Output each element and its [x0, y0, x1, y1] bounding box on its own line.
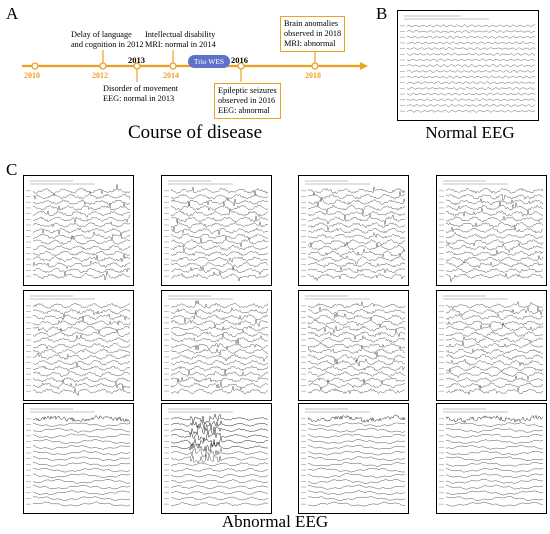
- abnormal-eeg-panel-3: [298, 175, 409, 286]
- abnormal-eeg-panel-10: [161, 403, 272, 514]
- year-label-2018: 2018: [305, 71, 321, 80]
- panel-label-b: B: [376, 4, 388, 23]
- abnormal-eeg-panel-4: [436, 175, 547, 286]
- year-label-2016: 2016: [231, 55, 248, 65]
- abnormal-eeg-panel-12: [436, 403, 547, 514]
- event-brain-anomalies: Brain anomalies observed in 2018 MRI: ab…: [280, 16, 346, 52]
- year-marker-2014: [169, 62, 177, 70]
- abnormal-eeg-caption: Abnormal EEG: [221, 512, 329, 531]
- abnormal-eeg-panel-1: [23, 175, 134, 286]
- year-label-2013: 2013: [128, 55, 145, 65]
- course-of-disease-caption: Course of disease: [127, 122, 263, 143]
- normal-eeg-panel: [397, 10, 539, 121]
- year-marker-2018: [311, 62, 319, 70]
- panel-label-a: A: [6, 4, 19, 23]
- year-label-2014: 2014: [163, 71, 179, 80]
- normal-eeg-traces: [400, 15, 536, 113]
- event-language-delay: Delay of language and cognition in 2012: [71, 30, 144, 49]
- event-epileptic-seizures: Epileptic seizures observed in 2016 EEG:…: [214, 83, 281, 119]
- panel-label-c: C: [6, 160, 18, 179]
- trio-wes-badge: Trio WES: [188, 55, 230, 68]
- year-label-2010: 2010: [24, 71, 40, 80]
- event-movement-disorder: Disorder of movement EEG: normal in 2013: [103, 84, 179, 103]
- abnormal-eeg-panel-7: [298, 290, 409, 401]
- normal-eeg-caption: Normal EEG: [425, 123, 515, 142]
- abnormal-eeg-panel-11: [298, 403, 409, 514]
- year-marker-2012: [99, 62, 107, 70]
- year-marker-2010: [31, 62, 39, 70]
- abnormal-eeg-panel-6: [161, 290, 272, 401]
- abnormal-eeg-panel-2: [161, 175, 272, 286]
- abnormal-eeg-panel-9: [23, 403, 134, 514]
- abnormal-eeg-panel-5: [23, 290, 134, 401]
- abnormal-eeg-panel-8: [436, 290, 547, 401]
- event-intellectual-disability: Intellectual disability MRI: normal in 2…: [145, 30, 216, 49]
- year-label-2012: 2012: [92, 71, 108, 80]
